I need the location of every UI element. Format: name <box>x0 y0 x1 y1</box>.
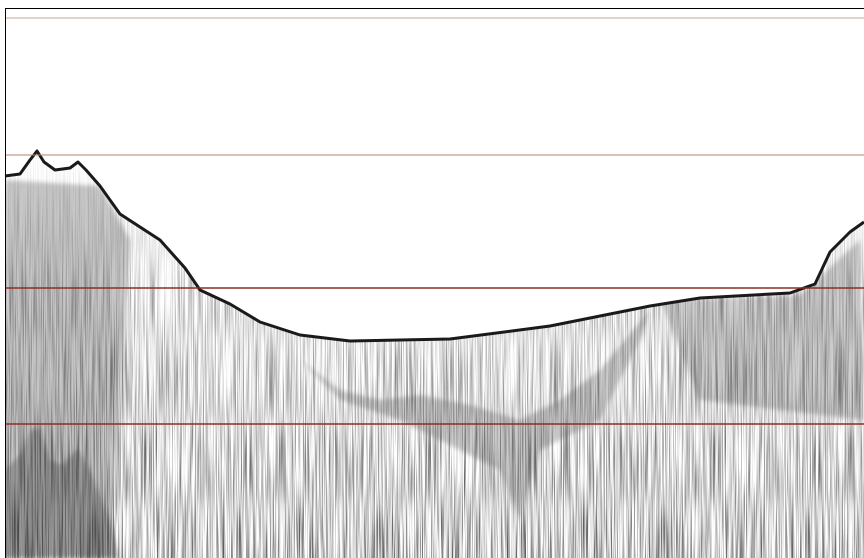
profile-image <box>0 0 864 558</box>
page <box>0 0 864 558</box>
